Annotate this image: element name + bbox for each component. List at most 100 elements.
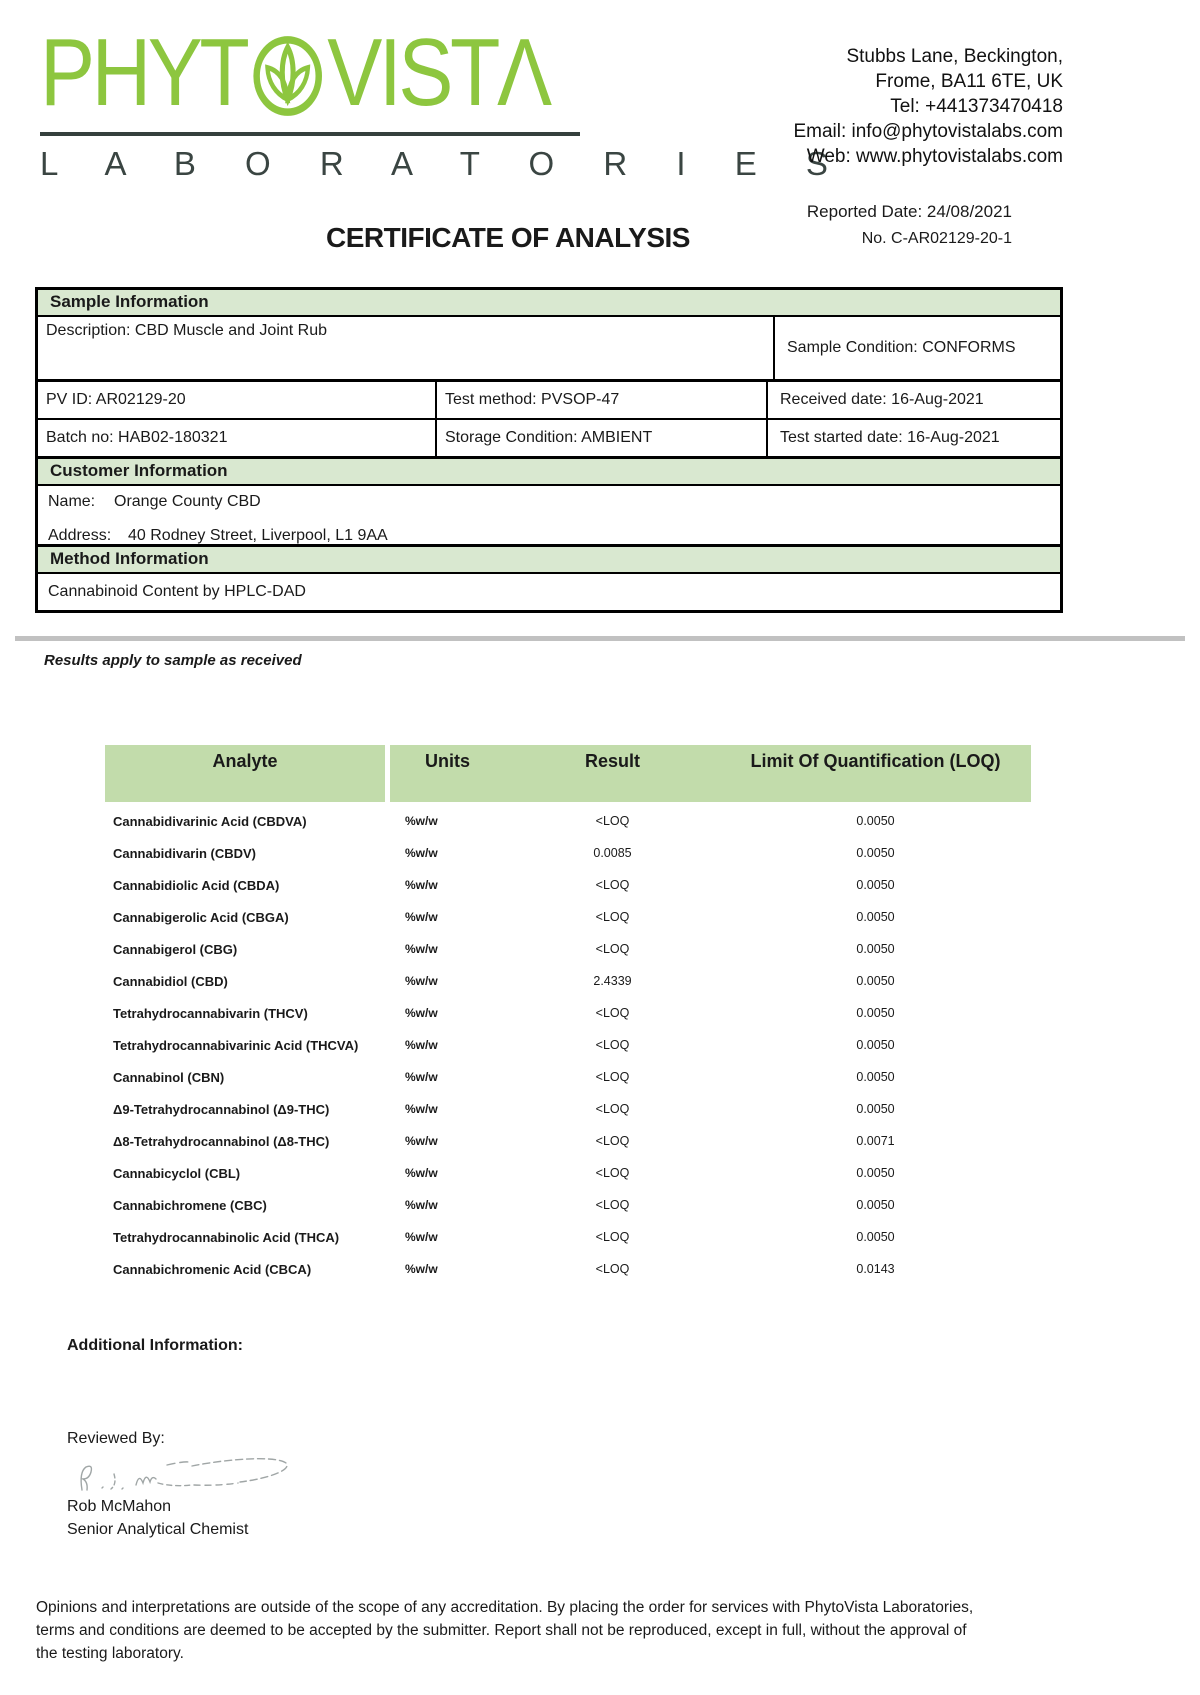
- units-value: %w/w: [405, 1166, 438, 1180]
- table-row: Cannabidiolic Acid (CBDA) %w/w <LOQ 0.00…: [105, 869, 1031, 901]
- report-number: No. C-AR02129-20-1: [861, 230, 1012, 247]
- result-value: <LOQ: [595, 942, 630, 956]
- results-header-row: Analyte Units Result Limit Of Quantifica…: [105, 745, 1031, 802]
- result-value: <LOQ: [595, 1038, 630, 1052]
- loq-value: 0.0050: [856, 1166, 895, 1180]
- leaf-o-icon: [252, 34, 324, 118]
- sample-description: Description: CBD Muscle and Joint Rub: [38, 317, 775, 379]
- table-row: Cannabidivarinic Acid (CBDVA) %w/w <LOQ …: [105, 805, 1031, 837]
- analyte-name: Cannabidiol (CBD): [113, 973, 228, 989]
- customer-address: 40 Rodney Street, Liverpool, L1 9AA: [128, 527, 388, 544]
- info-table: Sample Information Description: CBD Musc…: [35, 287, 1063, 613]
- analyte-name: Δ9-Tetrahydrocannabinol (Δ9-THC): [113, 1101, 330, 1117]
- units-value: %w/w: [405, 1102, 438, 1116]
- units-value: %w/w: [405, 1038, 438, 1052]
- analyte-name: Tetrahydrocannabivarinic Acid (THCVA): [113, 1037, 359, 1053]
- analyte-name: Cannabichromenic Acid (CBCA): [113, 1261, 312, 1277]
- analyte-name: Cannabichromene (CBC): [113, 1197, 267, 1213]
- loq-value: 0.0050: [856, 1038, 895, 1052]
- result-value: <LOQ: [595, 1006, 630, 1020]
- table-row: Tetrahydrocannabivarinic Acid (THCVA) %w…: [105, 1029, 1031, 1061]
- table-row: Δ9-Tetrahydrocannabinol (Δ9-THC) %w/w <L…: [105, 1093, 1031, 1125]
- units-value: %w/w: [405, 910, 438, 924]
- result-value: <LOQ: [595, 878, 630, 892]
- loq-value: 0.0050: [856, 1102, 895, 1116]
- loq-value: 0.0050: [856, 974, 895, 988]
- page-title: CERTIFICATE OF ANALYSIS: [326, 222, 690, 253]
- analyte-name: Cannabidivarinic Acid (CBDVA): [113, 813, 307, 829]
- test-started-date: Test started date: 16-Aug-2021: [780, 429, 1000, 446]
- batch-no: Batch no: HAB02-180321: [38, 420, 437, 456]
- additional-information-label: Additional Information:: [67, 1337, 243, 1354]
- analyte-name: Cannabidivarin (CBDV): [113, 845, 257, 861]
- result-value: <LOQ: [595, 1262, 630, 1276]
- analyte-name: Cannabigerol (CBG): [113, 941, 238, 957]
- customer-name: Orange County CBD: [114, 493, 261, 510]
- reviewer-role: Senior Analytical Chemist: [67, 1521, 249, 1538]
- method-information-header: Method Information: [38, 544, 1060, 574]
- analyte-name: Cannabigerolic Acid (CBGA): [113, 909, 289, 925]
- customer-address-label: Address:: [48, 527, 112, 544]
- footer-disclaimer: Opinions and interpretations are outside…: [36, 1596, 1176, 1665]
- results-rows: Cannabidivarinic Acid (CBDVA) %w/w <LOQ …: [105, 805, 1031, 1285]
- page-separator-bar: [15, 636, 1185, 641]
- signature-image: [72, 1452, 302, 1505]
- header-result: Result: [584, 751, 640, 771]
- logo-text-phyt: PHYT: [40, 19, 250, 126]
- logo-divider-rule: [40, 132, 580, 137]
- analyte-name: Δ8-Tetrahydrocannabinol (Δ8-THC): [113, 1133, 330, 1149]
- result-value: <LOQ: [595, 1070, 630, 1084]
- customer-name-line: Name: Orange County CBD: [48, 493, 1052, 511]
- footer-line1: Opinions and interpretations are outside…: [36, 1599, 974, 1616]
- loq-value: 0.0050: [856, 1198, 895, 1212]
- result-value: <LOQ: [595, 1134, 630, 1148]
- results-note: Results apply to sample as received: [44, 652, 302, 669]
- analyte-name: Cannabicyclol (CBL): [113, 1165, 241, 1181]
- received-date: Received date: 16-Aug-2021: [780, 391, 984, 408]
- logo-wordmark: PHYT VISTΛ: [40, 19, 552, 126]
- units-value: %w/w: [405, 846, 438, 860]
- table-row: Cannabichromenic Acid (CBCA) %w/w <LOQ 0…: [105, 1253, 1031, 1285]
- result-value: 0.0085: [593, 846, 632, 860]
- loq-value: 0.0050: [856, 942, 895, 956]
- result-value: <LOQ: [595, 1230, 630, 1244]
- table-row: Cannabigerolic Acid (CBGA) %w/w <LOQ 0.0…: [105, 901, 1031, 933]
- table-row: Cannabinol (CBN) %w/w <LOQ 0.0050: [105, 1061, 1031, 1093]
- reviewer-name: Rob McMahon: [67, 1498, 172, 1515]
- units-value: %w/w: [405, 942, 438, 956]
- result-value: <LOQ: [595, 814, 630, 828]
- units-value: %w/w: [405, 1198, 438, 1212]
- table-row: Δ8-Tetrahydrocannabinol (Δ8-THC) %w/w <L…: [105, 1125, 1031, 1157]
- units-value: %w/w: [405, 1070, 438, 1084]
- customer-name-label: Name:: [48, 493, 96, 510]
- loq-value: 0.0050: [856, 1070, 895, 1084]
- units-value: %w/w: [405, 1006, 438, 1020]
- lab-contact-block: Stubbs Lane, Beckington, Frome, BA11 6TE…: [793, 44, 1063, 169]
- analyte-name: Tetrahydrocannabivarin (THCV): [113, 1005, 308, 1021]
- customer-box: Name: Orange County CBD Address: 40 Rodney…: [38, 486, 1060, 544]
- table-row: Cannabidiol (CBD) %w/w 2.4339 0.0050: [105, 965, 1031, 997]
- loq-value: 0.0071: [856, 1134, 895, 1148]
- sample-condition: Sample Condition: CONFORMS: [787, 339, 1016, 356]
- customer-address-line: Address: 40 Rodney Street, Liverpool, L1 …: [48, 527, 1052, 545]
- result-value: <LOQ: [595, 1102, 630, 1116]
- table-row: Cannabidivarin (CBDV) %w/w 0.0085 0.0050: [105, 837, 1031, 869]
- table-row: Tetrahydrocannabinolic Acid (THCA) %w/w …: [105, 1221, 1031, 1253]
- loq-value: 0.0050: [856, 878, 895, 892]
- pv-id-row: PV ID: AR02129-20 Test method: PVSOP-47 …: [38, 382, 1060, 420]
- table-row: Tetrahydrocannabivarin (THCV) %w/w <LOQ …: [105, 997, 1031, 1029]
- units-value: %w/w: [405, 974, 438, 988]
- loq-value: 0.0143: [856, 1262, 895, 1276]
- sample-information-header: Sample Information: [38, 290, 1060, 317]
- units-value: %w/w: [405, 1230, 438, 1244]
- contact-address-line2: Frome, BA11 6TE, UK: [875, 71, 1063, 92]
- method-description: Cannabinoid Content by HPLC-DAD: [48, 583, 306, 600]
- contact-phone: Tel: +441373470418: [890, 96, 1063, 117]
- contact-web: Web: www.phytovistalabs.com: [806, 146, 1063, 167]
- logo-subtitle: L A B O R A T O R I E S: [40, 145, 848, 183]
- reviewed-by-label: Reviewed By:: [67, 1430, 165, 1447]
- loq-value: 0.0050: [856, 846, 895, 860]
- result-value: <LOQ: [595, 1166, 630, 1180]
- units-value: %w/w: [405, 1134, 438, 1148]
